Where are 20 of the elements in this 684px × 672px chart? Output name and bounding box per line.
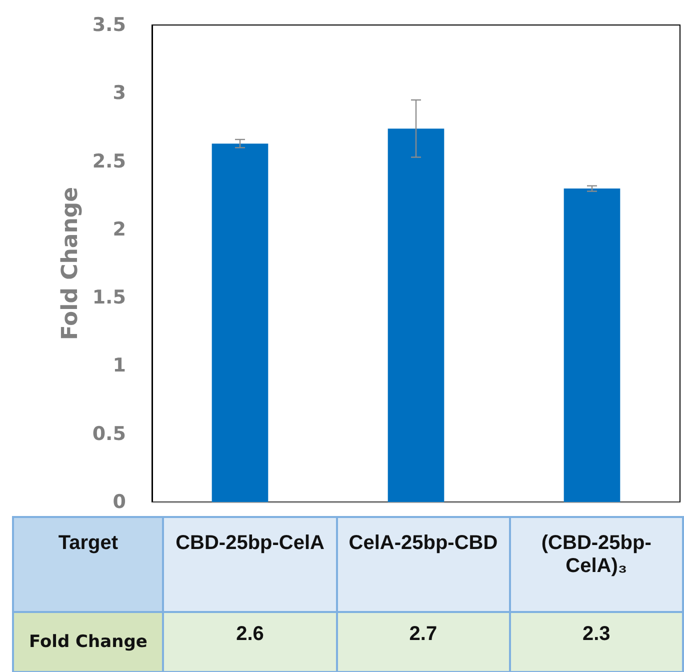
y-tick-label: 3 [112,82,126,104]
text: Fold Change [13,612,164,672]
data-label: 2.6 [163,612,337,672]
y-tick-label: 2.5 [92,150,126,172]
y-tick-label: 0.5 [92,422,126,445]
data-label: 2.7 [336,612,510,672]
x-tick-label: (CBD-25bp-CelA)₃ [510,517,683,612]
y-tick-label: 2 [112,218,126,240]
bar [388,128,444,502]
x-axis-title: Target [13,517,164,612]
data-label: 2.3 [510,612,683,672]
x-tick-label: CBD-25bp-CelA [163,517,337,612]
bar [212,144,268,502]
y-axis-title: Fold Change [58,186,83,340]
y-tick-label: 0 [112,491,126,513]
y-tick-label: 1 [112,354,126,377]
y-tick-label: 1.5 [92,286,126,309]
x-tick-label: CelA-25bp-CBD [336,517,510,612]
bar [564,188,620,502]
y-tick-label: 3.5 [92,14,126,36]
